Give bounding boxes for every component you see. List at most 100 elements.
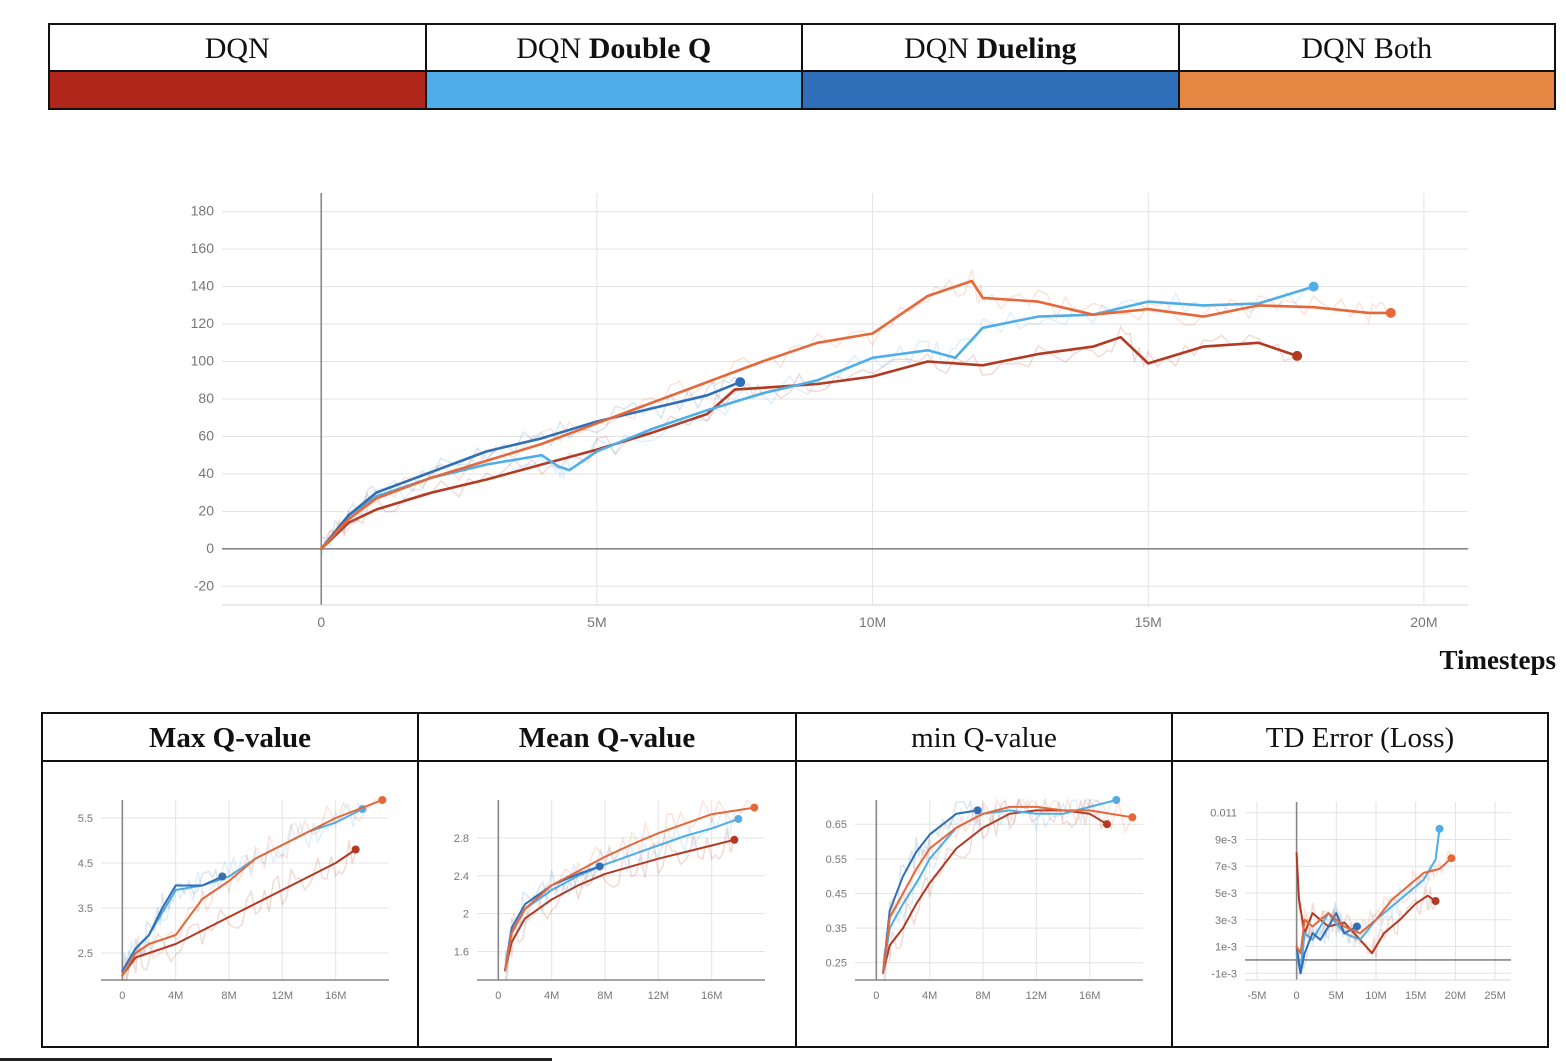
series-raw-trace	[121, 867, 224, 970]
y-tick-label: 80	[198, 390, 214, 406]
series-raw-trace	[882, 799, 979, 972]
series-line	[121, 875, 224, 972]
y-tick-label: 0.55	[826, 854, 847, 866]
series-raw-trace	[504, 828, 736, 981]
panel-title-max-q: Max Q-value	[43, 714, 417, 762]
x-tick-label: 4M	[544, 990, 559, 1002]
series-line	[882, 805, 1134, 975]
max-q-chart: 2.5 3.5 4.5 5.5 0 4M 8M 12M 16M	[78, 796, 389, 1002]
x-tick-label: 20M	[1410, 614, 1437, 630]
mean-q-chart: 1.6 2 2.4 2.8 0 4M 8M 12M 16M	[454, 798, 765, 1002]
y-tick-label: 7e-3	[1215, 861, 1237, 873]
y-tick-label: 2.8	[454, 833, 469, 845]
x-tick-label: 0	[495, 990, 501, 1002]
y-tick-label: 5e-3	[1215, 888, 1237, 900]
legend-label: DQN Both	[1179, 25, 1554, 72]
y-tick-label: 0	[206, 540, 214, 556]
legend-table: DQN DQN Double Q DQN Dueling DQN Both	[48, 23, 1556, 110]
x-tick-label: 4M	[168, 990, 183, 1002]
series-raw-trace	[504, 862, 601, 969]
y-tick-label: -20	[194, 577, 214, 593]
legend-label: DQN Double Q	[426, 25, 801, 72]
y-tick-label: 1.6	[454, 947, 469, 959]
series-line	[319, 335, 1299, 551]
legend-label-prefix: DQN	[516, 32, 589, 65]
y-tick-label: 2	[463, 909, 469, 921]
legend-label-emphasis: Double Q	[588, 32, 712, 65]
y-tick-label: 0.35	[826, 923, 847, 935]
legend-swatch	[1179, 72, 1554, 108]
legend-label-prefix: DQN	[903, 32, 977, 65]
legend-cell: DQN Dueling	[803, 25, 1180, 108]
series-end-marker	[351, 845, 360, 854]
y-tick-label: 9e-3	[1215, 834, 1237, 846]
y-tick-label: 0.65	[826, 819, 847, 831]
series-line	[504, 838, 736, 972]
x-tick-label: 8M	[975, 990, 990, 1002]
series-end-marker	[1352, 922, 1361, 931]
x-tick-label: 16M	[325, 990, 346, 1002]
y-tick-label: 2.5	[78, 948, 93, 960]
series-raw-trace	[321, 324, 1298, 539]
x-tick-label: 16M	[701, 990, 722, 1002]
y-tick-label: 4.5	[78, 858, 93, 870]
series-end-marker	[1385, 307, 1396, 318]
x-tick-label: 8M	[221, 990, 236, 1002]
x-tick-label: 25M	[1484, 990, 1505, 1002]
series-end-marker	[595, 862, 604, 871]
series-line	[319, 285, 1315, 551]
td-error-chart: -1e-3 1e-3 3e-3 5e-3 7e-3 9e-3 0.011 -5M 0 5M 10M 1…	[1210, 802, 1511, 1002]
y-tick-label: 2.4	[454, 871, 469, 883]
x-tick-label: -5M	[1247, 990, 1266, 1002]
x-tick-label: 12M	[648, 990, 669, 1002]
series-raw-trace	[504, 810, 739, 981]
panel-min-q: min Q-value 0.25 0.35 0.45 0.55 0.65 0 4M 8M 12M…	[797, 714, 1173, 1046]
y-tick-label: 160	[191, 240, 215, 256]
legend-cell: DQN Double Q	[426, 25, 803, 108]
series-line	[1295, 857, 1453, 955]
legend-cell: DQN Both	[1179, 25, 1554, 108]
series-end-marker	[378, 796, 387, 804]
series-end-marker	[1292, 350, 1303, 361]
series-end-marker	[730, 835, 739, 844]
series-end-marker	[1308, 281, 1319, 292]
series-raw-trace	[121, 799, 383, 981]
legend-swatch	[426, 72, 801, 108]
x-tick-label: 15M	[1135, 614, 1162, 630]
series-raw-trace	[122, 840, 357, 981]
legend-label-prefix: DQN Both	[1301, 32, 1433, 65]
series-line	[1295, 827, 1441, 975]
series-end-marker	[1128, 813, 1137, 822]
series-line	[1295, 912, 1358, 975]
series-end-marker	[218, 872, 227, 881]
y-tick-label: 3.5	[78, 903, 93, 915]
x-tick-label: 15M	[1405, 990, 1426, 1002]
legend-label-prefix: DQN	[204, 32, 270, 65]
series-end-marker	[1103, 820, 1111, 829]
metric-panels: Max Q-value 2.5 3.5 4.5 5.5 0 4M 8M 12M 16M Mean…	[41, 712, 1549, 1048]
y-tick-label: 5.5	[78, 813, 93, 825]
x-tick-label: 10M	[1365, 990, 1386, 1002]
x-tick-label: 0	[317, 614, 325, 630]
y-tick-label: 0.011	[1210, 808, 1237, 820]
series-raw-trace	[883, 797, 1108, 981]
series-raw-trace	[1295, 849, 1453, 958]
series-line	[319, 279, 1393, 551]
y-tick-label: 40	[198, 465, 214, 481]
series-line	[882, 809, 979, 975]
legend-cell: DQN	[50, 25, 427, 108]
y-tick-label: 140	[191, 278, 215, 294]
series-raw-trace	[504, 798, 755, 974]
x-tick-label: 4M	[922, 990, 937, 1002]
series-end-marker	[735, 377, 746, 388]
y-tick-label: 60	[198, 427, 214, 443]
series-line	[504, 806, 756, 972]
x-tick-label: 12M	[272, 990, 293, 1002]
y-tick-label: 20	[198, 502, 214, 518]
x-tick-label: 0	[1294, 990, 1300, 1002]
x-tick-label: 0	[873, 990, 879, 1002]
x-tick-label: 8M	[597, 990, 612, 1002]
x-tick-label: 5M	[1329, 990, 1344, 1002]
x-tick-label: 5M	[587, 614, 606, 630]
series-end-marker	[973, 806, 982, 815]
